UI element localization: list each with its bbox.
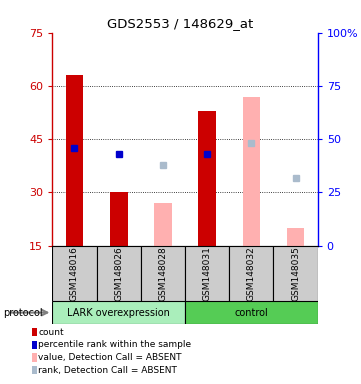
Bar <box>185 246 229 301</box>
Bar <box>66 75 83 246</box>
Text: GSM148016: GSM148016 <box>70 246 79 301</box>
Bar <box>154 203 172 246</box>
Bar <box>243 97 260 246</box>
Bar <box>198 111 216 246</box>
Bar <box>141 246 185 301</box>
Bar <box>110 192 127 246</box>
Text: LARK overexpression: LARK overexpression <box>67 308 170 318</box>
Bar <box>52 246 97 301</box>
Text: GSM148035: GSM148035 <box>291 246 300 301</box>
Text: rank, Detection Call = ABSENT: rank, Detection Call = ABSENT <box>38 366 177 375</box>
Bar <box>274 246 318 301</box>
Text: GSM148031: GSM148031 <box>203 246 212 301</box>
Text: count: count <box>38 328 64 337</box>
Bar <box>287 228 304 246</box>
Text: GSM148032: GSM148032 <box>247 246 256 301</box>
Text: percentile rank within the sample: percentile rank within the sample <box>38 340 191 349</box>
Bar <box>229 246 274 301</box>
Text: GSM148028: GSM148028 <box>158 246 168 301</box>
Text: value, Detection Call = ABSENT: value, Detection Call = ABSENT <box>38 353 182 362</box>
Text: GSM148026: GSM148026 <box>114 246 123 301</box>
Bar <box>97 246 141 301</box>
Text: GDS2553 / 148629_at: GDS2553 / 148629_at <box>107 17 254 30</box>
Bar <box>185 301 318 324</box>
Text: protocol: protocol <box>4 308 43 318</box>
Bar <box>52 301 185 324</box>
Text: control: control <box>235 308 268 318</box>
